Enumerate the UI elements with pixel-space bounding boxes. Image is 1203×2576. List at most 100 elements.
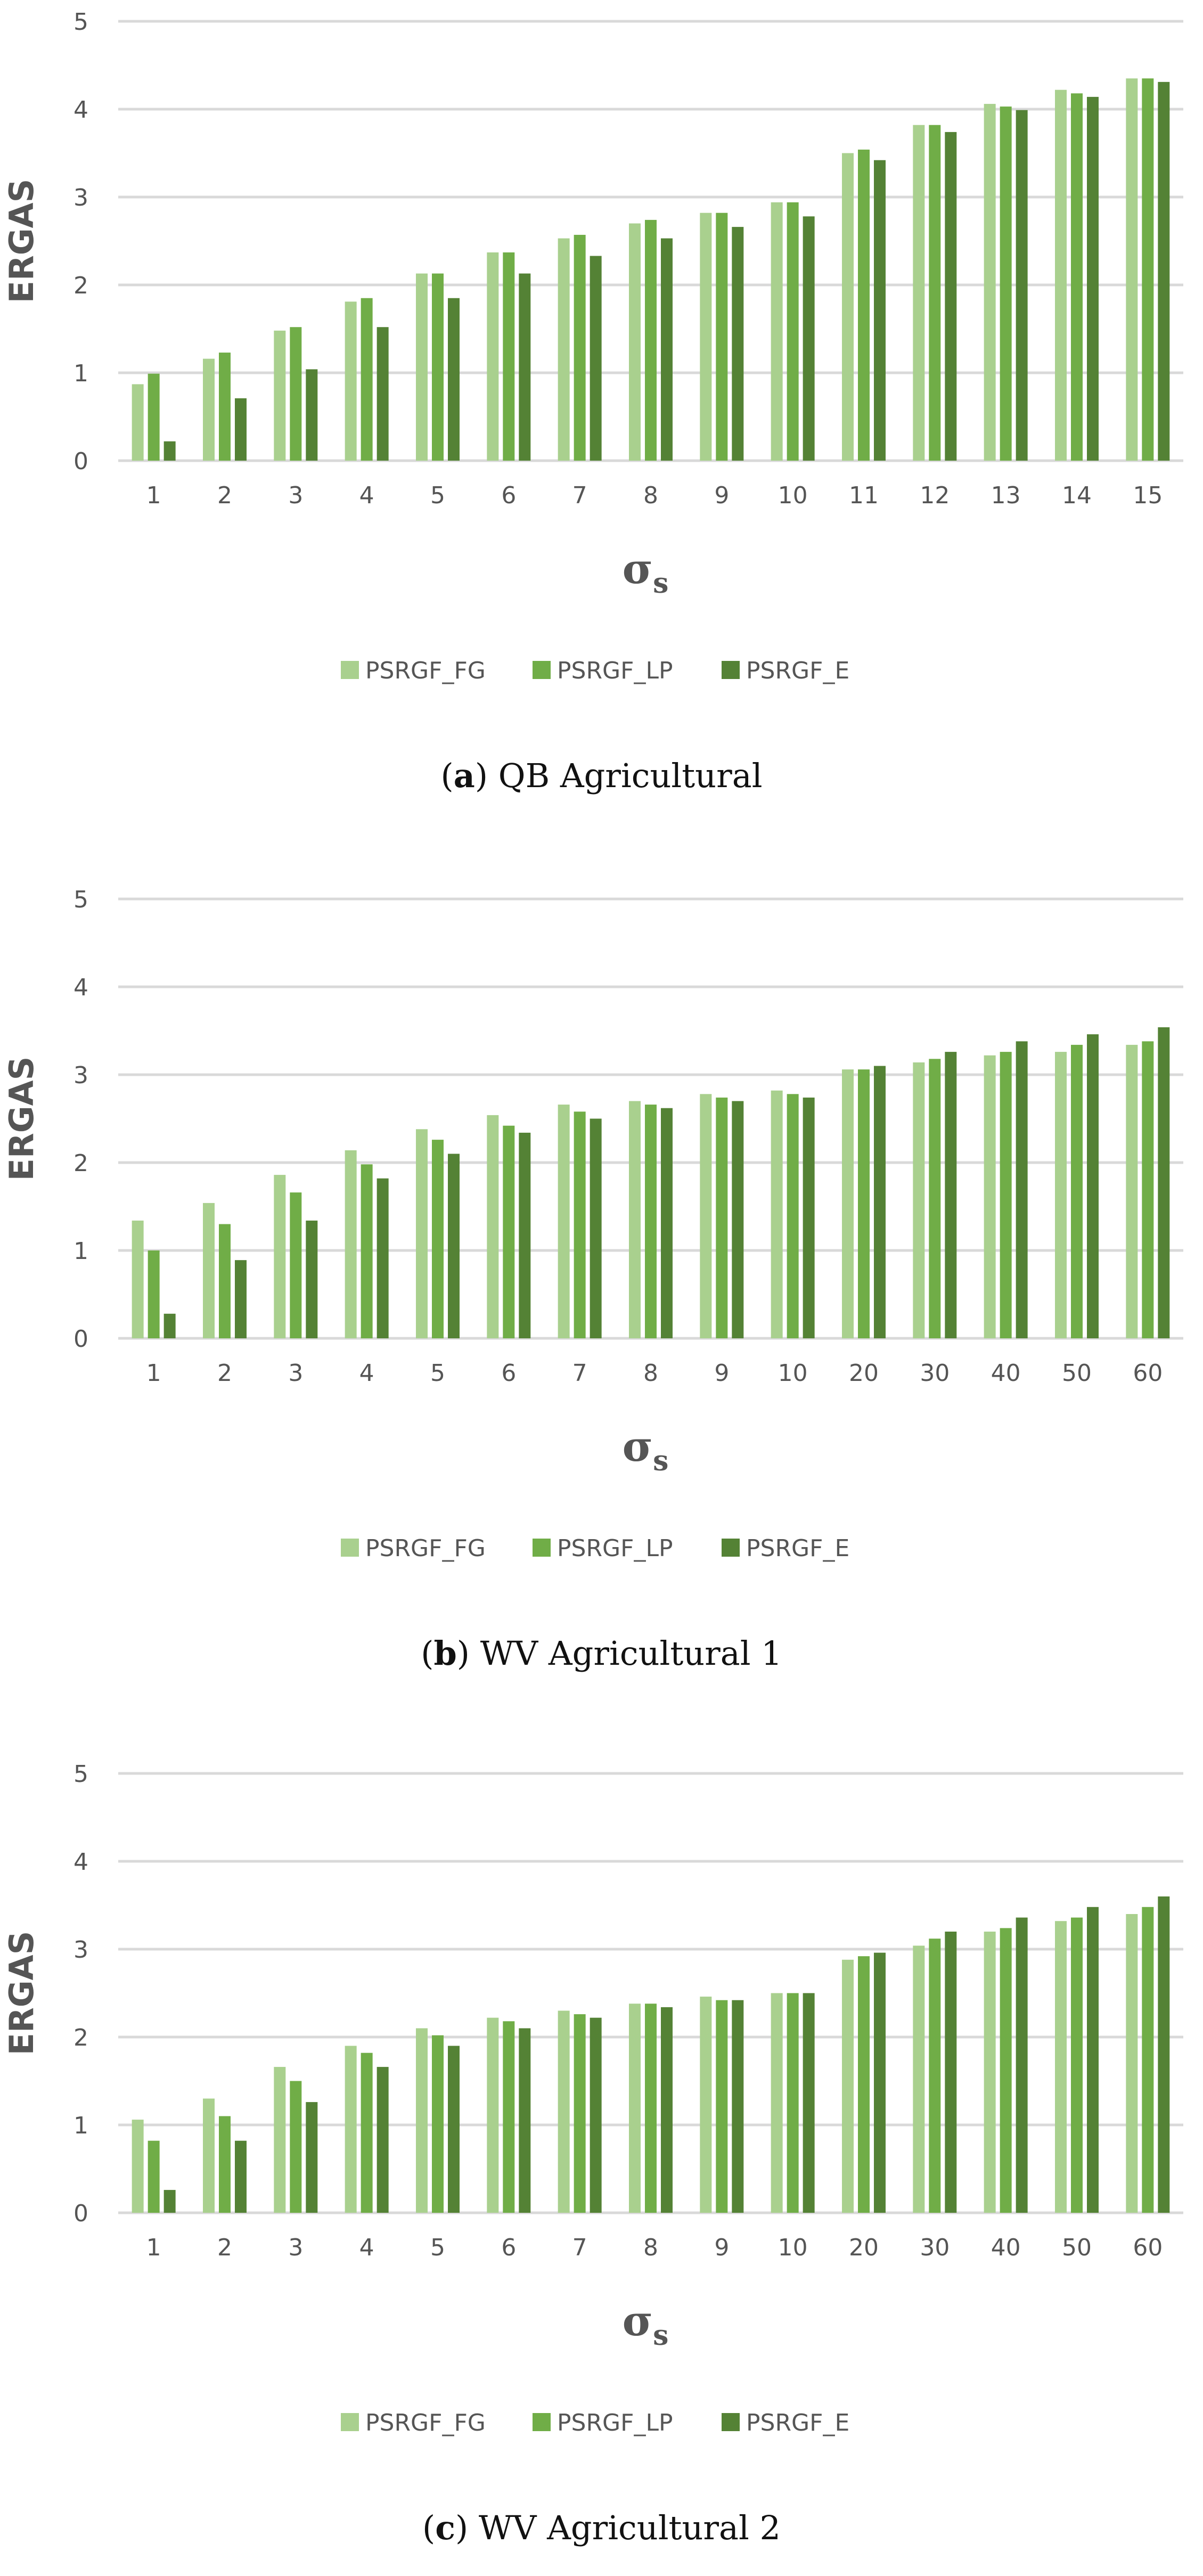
legend-label-b-PSRGF_LP: PSRGF_LP xyxy=(557,1535,673,1562)
x-tick-label-c-5: 5 xyxy=(430,2234,445,2261)
bar-b-PSRGF_E-20 xyxy=(874,1066,886,1338)
bar-b-PSRGF_E-30 xyxy=(945,1052,957,1338)
y-tick-label-c-5: 5 xyxy=(73,1761,88,1788)
x-tick-label-a-2: 2 xyxy=(217,482,232,509)
bar-c-PSRGF_FG-9 xyxy=(700,1997,712,2213)
legend-swatch-a-PSRGF_FG xyxy=(341,661,359,679)
x-tick-label-b-40: 40 xyxy=(991,1360,1021,1387)
x-tick-label-b-8: 8 xyxy=(643,1360,658,1387)
y-tick-label-b-1: 1 xyxy=(73,1238,88,1265)
x-axis-label-b: σs xyxy=(623,1422,669,1477)
caption-b: (b) WV Agricultural 1 xyxy=(421,1634,782,1673)
bar-b-PSRGF_FG-1 xyxy=(132,1220,144,1338)
bar-b-PSRGF_FG-5 xyxy=(416,1129,428,1338)
bar-c-PSRGF_E-5 xyxy=(448,2046,460,2213)
chart-panel-c: 0 1 2 3 4 5 ERGAS 1 2 3 4 5 6 7 8 9 10 20 30 40 50 60 σs PSRGF_… xyxy=(0,1752,1203,2572)
bar-a-PSRGF_LP-4 xyxy=(361,298,373,461)
legend-label-c-PSRGF_FG: PSRGF_FG xyxy=(365,2409,486,2436)
bar-b-PSRGF_FG-30 xyxy=(913,1062,925,1338)
x-tick-label-c-20: 20 xyxy=(849,2234,879,2261)
caption-letter-b: b xyxy=(433,1634,457,1673)
y-tick-label-b-0: 0 xyxy=(73,1326,88,1353)
bar-b-PSRGF_LP-3 xyxy=(290,1192,302,1338)
bar-b-PSRGF_LP-9 xyxy=(716,1097,728,1338)
x-tick-label-a-7: 7 xyxy=(572,482,587,509)
bar-c-PSRGF_LP-5 xyxy=(432,2035,444,2213)
bar-c-PSRGF_E-10 xyxy=(803,1993,815,2213)
bar-b-PSRGF_E-7 xyxy=(590,1118,602,1338)
bar-c-PSRGF_LP-2 xyxy=(219,2116,231,2213)
bar-b-PSRGF_FG-9 xyxy=(700,1094,712,1338)
bar-b-PSRGF_FG-8 xyxy=(629,1101,641,1338)
y-tick-label-b-4: 4 xyxy=(73,974,88,1001)
bar-b-PSRGF_LP-10 xyxy=(787,1094,799,1338)
caption-c: (c) WV Agricultural 2 xyxy=(422,2508,781,2547)
bar-b-PSRGF_LP-50 xyxy=(1071,1044,1083,1338)
bar-a-PSRGF_FG-11 xyxy=(842,153,854,461)
legend-label-c-PSRGF_LP: PSRGF_LP xyxy=(557,2409,673,2436)
x-tick-label-c-60: 60 xyxy=(1133,2234,1163,2261)
bar-c-PSRGF_E-50 xyxy=(1087,1907,1099,2213)
x-tick-label-b-20: 20 xyxy=(849,1360,879,1387)
x-tick-label-b-9: 9 xyxy=(714,1360,729,1387)
y-tick-label-b-2: 2 xyxy=(73,1150,88,1177)
bar-a-PSRGF_E-6 xyxy=(519,273,531,461)
legend-label-c-PSRGF_E: PSRGF_E xyxy=(746,2409,849,2436)
bar-a-PSRGF_FG-14 xyxy=(1055,89,1067,461)
y-axis-label-a: ERGAS xyxy=(2,179,41,304)
bar-b-PSRGF_E-4 xyxy=(377,1178,389,1338)
bar-b-PSRGF_E-3 xyxy=(306,1220,318,1338)
caption-a: (a) QB Agricultural xyxy=(440,756,763,795)
x-tick-label-c-7: 7 xyxy=(572,2234,587,2261)
y-tick-label-b-5: 5 xyxy=(73,886,88,913)
bar-b-PSRGF_FG-40 xyxy=(984,1055,996,1338)
bar-c-PSRGF_E-7 xyxy=(590,2017,602,2213)
bar-c-PSRGF_LP-3 xyxy=(290,2081,302,2213)
bar-a-PSRGF_LP-12 xyxy=(929,125,941,461)
x-tick-label-c-10: 10 xyxy=(778,2234,808,2261)
caption-letter-a: a xyxy=(453,756,475,795)
bar-b-PSRGF_LP-30 xyxy=(929,1059,941,1338)
y-tick-label-c-0: 0 xyxy=(73,2200,88,2227)
bar-a-PSRGF_E-7 xyxy=(590,256,602,461)
bar-a-PSRGF_E-11 xyxy=(874,160,886,461)
x-tick-label-a-6: 6 xyxy=(501,482,516,509)
bar-b-PSRGF_E-40 xyxy=(1016,1041,1028,1338)
legend-item-c-PSRGF_E: PSRGF_E xyxy=(722,2409,849,2436)
bar-a-PSRGF_FG-15 xyxy=(1126,78,1138,461)
y-axis-label-b: ERGAS xyxy=(2,1057,41,1181)
bar-a-PSRGF_LP-13 xyxy=(1000,107,1012,461)
bar-c-PSRGF_FG-1 xyxy=(132,2120,144,2213)
x-tick-label-a-4: 4 xyxy=(359,482,374,509)
x-tick-label-b-10: 10 xyxy=(778,1360,808,1387)
x-tick-label-b-30: 30 xyxy=(920,1360,950,1387)
bar-a-PSRGF_LP-3 xyxy=(290,327,302,461)
bar-a-PSRGF_LP-14 xyxy=(1071,93,1083,461)
y-tick-label-c-4: 4 xyxy=(73,1849,88,1876)
bar-c-PSRGF_LP-1 xyxy=(148,2140,160,2213)
bar-a-PSRGF_LP-10 xyxy=(787,202,799,461)
legend-item-a-PSRGF_E: PSRGF_E xyxy=(722,657,849,684)
x-tick-label-a-12: 12 xyxy=(920,482,950,509)
bar-a-PSRGF_LP-7 xyxy=(574,234,586,461)
bar-b-PSRGF_FG-60 xyxy=(1126,1044,1138,1338)
bar-a-PSRGF_FG-4 xyxy=(345,301,357,461)
x-tick-label-a-9: 9 xyxy=(714,482,729,509)
x-tick-label-c-1: 1 xyxy=(146,2234,161,2261)
caption-text-a: QB Agricultural xyxy=(498,756,763,795)
chart-panel-a: 0 1 2 3 4 5 ERGAS 1 2 3 4 5 6 7 8 9 10 11 12 13 14 15 σs PSRGF_… xyxy=(0,0,1203,820)
chart-svg-c: 0 1 2 3 4 5 ERGAS 1 2 3 4 5 6 7 8 9 10 20 30 40 50 60 σs PSRGF_… xyxy=(2,1761,1183,2436)
x-tick-label-b-7: 7 xyxy=(572,1360,587,1387)
bar-a-PSRGF_E-9 xyxy=(732,227,744,461)
y-axis-label-c: ERGAS xyxy=(2,1931,41,2056)
x-tick-label-a-13: 13 xyxy=(991,482,1021,509)
x-tick-label-c-2: 2 xyxy=(217,2234,232,2261)
bar-c-PSRGF_FG-4 xyxy=(345,2046,357,2213)
bar-a-PSRGF_E-10 xyxy=(803,216,815,461)
bar-c-PSRGF_E-2 xyxy=(235,2140,247,2213)
bar-b-PSRGF_E-9 xyxy=(732,1101,744,1338)
bar-b-PSRGF_LP-8 xyxy=(645,1105,657,1338)
x-tick-label-b-2: 2 xyxy=(217,1360,232,1387)
bar-a-PSRGF_E-2 xyxy=(235,398,247,461)
bar-b-PSRGF_LP-4 xyxy=(361,1164,373,1338)
